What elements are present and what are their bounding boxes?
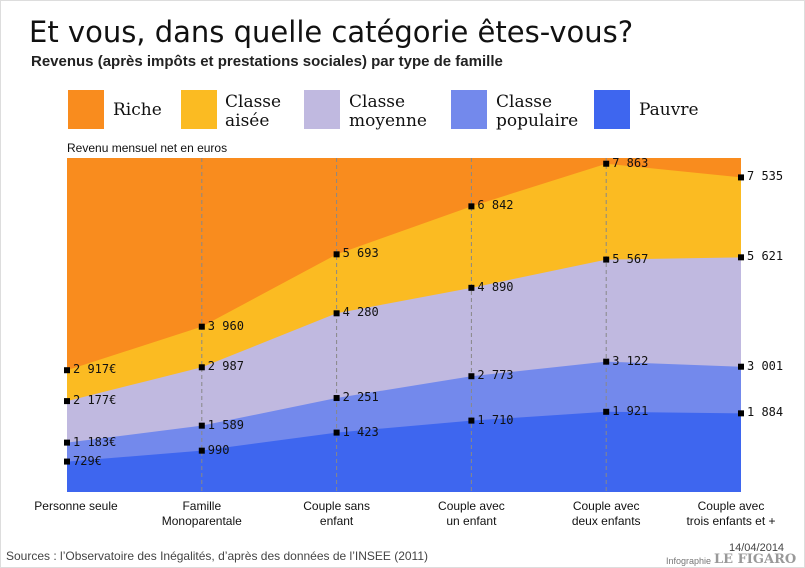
- value-label: 4 890: [477, 279, 514, 294]
- legend-label: Pauvre: [639, 100, 699, 120]
- value-label: 7 863: [612, 155, 649, 170]
- data-point: [333, 395, 340, 402]
- legend-swatch: [594, 90, 630, 129]
- data-point: [603, 256, 610, 263]
- data-point: [64, 367, 70, 374]
- value-label: 2 917€: [73, 362, 117, 377]
- data-point: [198, 447, 205, 454]
- value-label: 729€: [73, 453, 102, 468]
- data-point: [468, 203, 475, 210]
- data-point: [64, 398, 70, 405]
- legend-swatch: [451, 90, 487, 129]
- value-label: 990: [207, 442, 230, 457]
- credit: Infographie: [666, 556, 712, 566]
- chart-title: Et vous, dans quelle catégorie êtes-vous…: [29, 15, 634, 49]
- legend-label: Classe populaire: [496, 92, 579, 131]
- data-point: [468, 417, 475, 424]
- data-point: [333, 251, 340, 258]
- value-label: 1 423: [342, 424, 379, 439]
- data-point: [333, 429, 340, 436]
- value-label: 6 842: [477, 198, 514, 213]
- value-label: 1 884: [747, 405, 784, 420]
- data-point: [738, 254, 744, 261]
- date: 14/04/2014: [729, 542, 785, 554]
- value-label: 5 567: [612, 251, 649, 266]
- value-label: 1 921: [612, 403, 649, 418]
- value-label: 4 280: [342, 305, 379, 320]
- legend-label: Riche: [113, 100, 162, 120]
- value-label: 1 589: [207, 417, 244, 432]
- value-label: 3 122: [612, 353, 649, 368]
- legend-swatch: [68, 90, 104, 129]
- legend-swatch: [181, 90, 217, 129]
- value-label: 2 773: [477, 368, 514, 383]
- value-label: 3 001: [747, 358, 784, 373]
- area-fill: [67, 411, 741, 492]
- x-tick-label: Famille Monoparentale: [161, 499, 242, 528]
- brand: LE FIGARO: [714, 552, 797, 567]
- data-point: [468, 284, 475, 291]
- value-label: 2 251: [342, 390, 379, 405]
- x-tick-label: Couple avec un enfant: [438, 499, 505, 528]
- data-point: [333, 310, 340, 317]
- x-tick-label: Couple avec deux enfants: [571, 499, 641, 528]
- value-label: 2 177€: [73, 393, 117, 408]
- legend-swatch: [304, 90, 340, 129]
- data-point: [468, 373, 475, 380]
- data-point: [64, 439, 70, 446]
- data-point: [198, 323, 205, 330]
- value-label: 2 987: [207, 359, 244, 374]
- value-label: 5 693: [342, 246, 379, 261]
- chart-subtitle: Revenus (après impôts et prestations soc…: [31, 53, 503, 70]
- value-label: 5 621: [747, 249, 784, 264]
- data-point: [603, 160, 610, 167]
- data-point: [738, 363, 744, 370]
- data-point: [198, 364, 205, 371]
- x-tick-label: Couple sans enfant: [303, 499, 370, 528]
- legend-label: Classe aisée: [225, 92, 282, 131]
- value-label: 3 960: [207, 318, 244, 333]
- x-tick-label: Personne seule: [34, 499, 118, 513]
- data-point: [64, 458, 70, 465]
- data-point: [738, 174, 744, 181]
- legend-label: Classe moyenne: [349, 92, 427, 131]
- data-point: [603, 358, 610, 365]
- value-label: 1 710: [477, 412, 514, 427]
- data-point: [198, 422, 205, 429]
- y-axis-label: Revenu mensuel net en euros: [67, 141, 228, 155]
- data-point: [738, 410, 744, 417]
- data-point: [603, 408, 610, 415]
- value-label: 7 535: [747, 169, 784, 184]
- value-label: 1 183€: [73, 434, 117, 449]
- source: Sources : l’Observatoire des Inégalités,…: [6, 549, 429, 563]
- x-tick-label: Couple avec trois enfants et +: [686, 499, 776, 528]
